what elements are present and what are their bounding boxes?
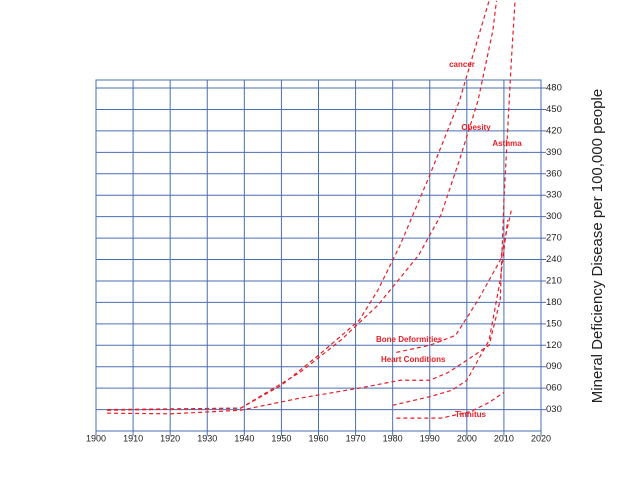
line-series [396,210,512,353]
y-tick-label: 150 [546,318,562,329]
y-tick-label: 060 [546,383,562,394]
line-series [396,391,505,419]
y-tick-label: 360 [546,168,562,179]
y-tick-label: 270 [546,233,562,244]
line-series [107,0,498,411]
y-axis-label: Mineral Deficiency Disease per 100,000 p… [589,89,606,403]
y-tick-label: 030 [546,404,562,415]
x-tick-label: 1900 [86,433,106,443]
series-label: Heart Conditions [381,355,446,364]
x-tick-label: 1960 [308,433,328,443]
series-label: Tinnitus [455,410,487,419]
series-label: cancer [449,60,475,69]
y-tick-label: 390 [546,147,562,158]
y-tick-label: 330 [546,190,562,201]
y-tick-label: 120 [546,340,562,351]
line-series [107,0,516,415]
y-tick-label: 090 [546,361,562,372]
x-tick-label: 1970 [346,433,366,443]
series-label: Asthma [492,139,522,148]
y-tick-label: 180 [546,297,562,308]
line-series [107,0,490,411]
x-tick-label: 1950 [271,433,291,443]
line-series [392,220,509,406]
y-tick-label: 420 [546,125,562,136]
y-tick-label: 450 [546,104,562,115]
x-tick-label: 1980 [383,433,403,443]
series-label: Bone Deformities [376,335,443,344]
x-tick-label: 1990 [420,433,440,443]
x-tick-label: 1940 [234,433,254,443]
x-tick-label: 1930 [197,433,217,443]
x-tick-label: 1920 [160,433,180,443]
y-tick-label: 210 [546,275,562,286]
x-tick-label: 2020 [531,433,551,443]
x-tick-label: 2010 [494,433,514,443]
x-tick-label: 2000 [457,433,477,443]
y-tick-label: 240 [546,254,562,265]
series-label: Obesity [461,123,491,132]
y-tick-label: 300 [546,211,562,222]
x-tick-label: 1910 [123,433,143,443]
y-tick-label: 480 [546,83,562,94]
